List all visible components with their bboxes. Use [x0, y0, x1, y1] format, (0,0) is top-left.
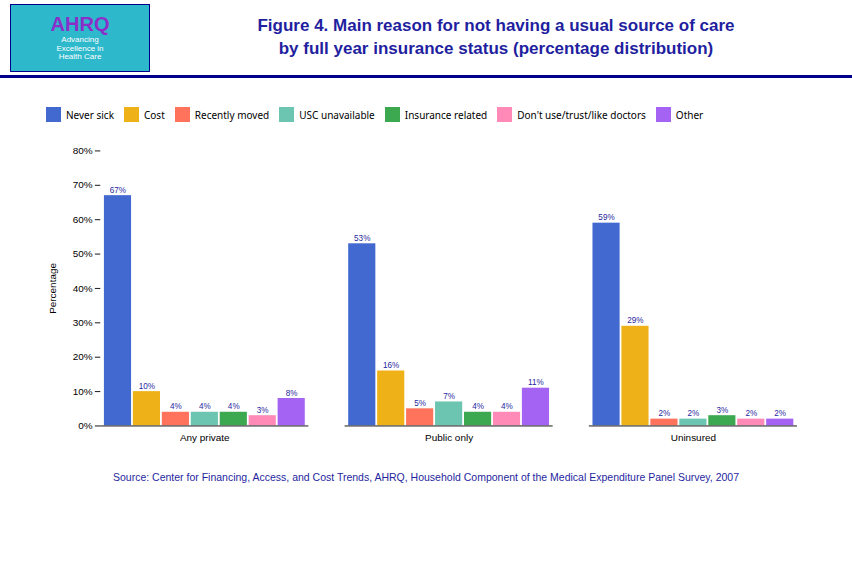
html-text:USC unavailable: USC unavailable [299, 107, 375, 122]
svg-text:59%: 59% [598, 213, 614, 222]
html-text:Don't use/trust/like doctors: Don't use/trust/like doctors [517, 107, 646, 122]
svg-text:4%: 4% [472, 402, 484, 411]
svg-text:60%: 60% [73, 214, 93, 225]
html-text:AHRQ: AHRQ [50, 12, 110, 35]
html-text:Other: Other [675, 107, 704, 122]
svg-text:7%: 7% [443, 392, 455, 401]
svg-text:Any private: Any private [180, 432, 230, 443]
html-text:Advancing Excellence in Health: Advancing Excellence in Health Care [56, 34, 104, 62]
svg-text:29%: 29% [627, 316, 643, 325]
svg-text:3%: 3% [716, 406, 728, 415]
svg-text:2%: 2% [745, 409, 757, 418]
svg-text:16%: 16% [383, 361, 399, 370]
svg-text:4%: 4% [228, 402, 240, 411]
svg-text:11%: 11% [528, 378, 544, 387]
svg-text:Percentage: Percentage [47, 263, 58, 314]
html-text:by full year insurance status: by full year insurance status (percentag… [278, 38, 714, 58]
svg-text:4%: 4% [501, 402, 513, 411]
svg-text:Public only: Public only [425, 432, 473, 443]
svg-text:4%: 4% [170, 402, 182, 411]
svg-text:3%: 3% [257, 406, 269, 415]
html-text:Recently moved: Recently moved [194, 107, 270, 122]
html-text:Insurance related: Insurance related [404, 107, 488, 122]
svg-text:0%: 0% [78, 420, 93, 431]
svg-text:5%: 5% [414, 399, 426, 408]
svg-text:2%: 2% [774, 409, 786, 418]
svg-text:4%: 4% [199, 402, 211, 411]
svg-text:67%: 67% [110, 186, 126, 195]
svg-text:10%: 10% [139, 382, 155, 391]
svg-text:80%: 80% [73, 145, 93, 156]
html-text:Never sick: Never sick [66, 107, 114, 122]
svg-text:Uninsured: Uninsured [671, 432, 716, 443]
svg-text:2%: 2% [687, 409, 699, 418]
html-text:Cost: Cost [144, 107, 165, 122]
svg-text:2%: 2% [659, 409, 671, 418]
svg-text:53%: 53% [354, 234, 370, 243]
svg-text:70%: 70% [73, 179, 93, 190]
svg-text:20%: 20% [73, 351, 93, 362]
svg-text:40%: 40% [73, 283, 93, 294]
svg-text:8%: 8% [286, 389, 298, 398]
svg-text:10%: 10% [73, 386, 93, 397]
html-text:Figure 4. Main reason for not: Figure 4. Main reason for not having a u… [257, 16, 735, 36]
svg-text:30%: 30% [73, 317, 93, 328]
svg-text:50%: 50% [73, 248, 93, 259]
html-text:Source: Center for Financing,: Source: Center for Financing, Access, an… [113, 470, 739, 483]
